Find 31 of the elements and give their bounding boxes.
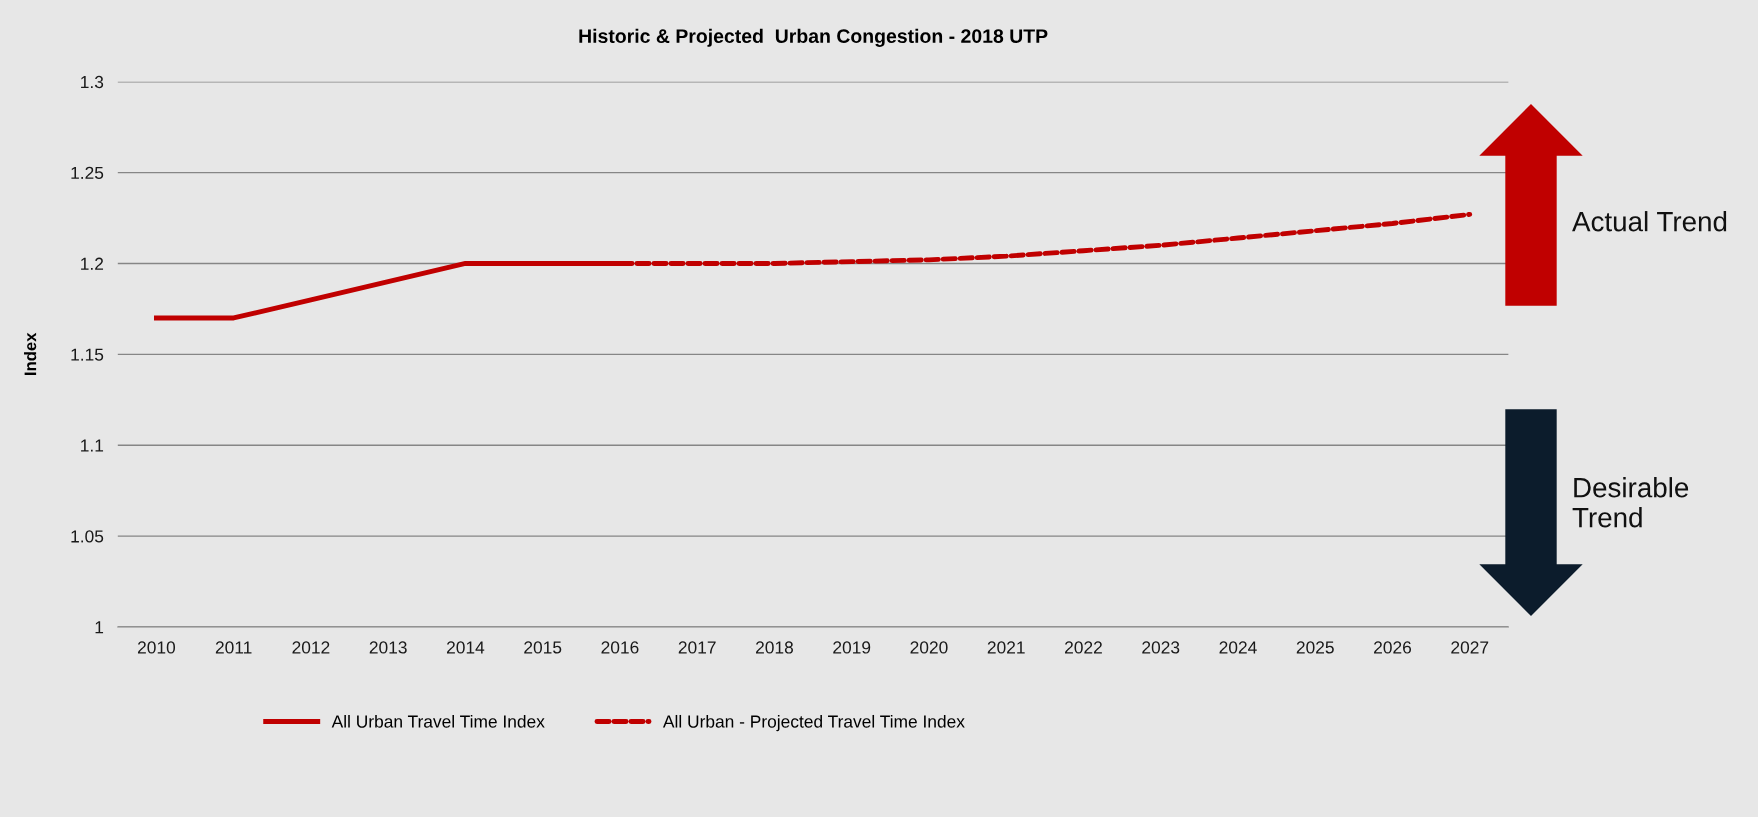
x-tick-label: 2012 (292, 641, 330, 654)
x-tick-label: 2026 (1374, 641, 1412, 654)
x-tick-label: 2010 (137, 641, 176, 654)
y-tick-label: 1.15 (71, 348, 104, 361)
x-tick-label: 2017 (678, 641, 716, 654)
y-tick-label: 1.25 (71, 166, 104, 180)
x-tick-label: 2024 (1219, 641, 1257, 654)
x-tick-label: 2021 (987, 641, 1025, 654)
x-tick-label: 2011 (215, 641, 252, 654)
y-tick-label: 1.2 (81, 257, 104, 270)
x-tick-label: 2027 (1451, 641, 1489, 654)
y-tick-label: 1.1 (81, 439, 104, 452)
y-axis-title: Index (24, 332, 37, 375)
x-tick-label: 2015 (524, 641, 562, 654)
x-tick-label: 2018 (756, 641, 794, 654)
x-tick-label: 2014 (447, 641, 485, 654)
text: Desirable Trend (1572, 477, 1689, 528)
chart-title: Historic & Projected Urban Congestion - 2018 UTP (579, 28, 1048, 47)
legend-label: All Urban - Projected Travel Time Index (662, 714, 965, 732)
x-tick-label: 2016 (601, 641, 639, 654)
x-tick-label: 2020 (910, 641, 948, 654)
x-tick-label: 2013 (369, 641, 407, 654)
y-tick-label: 1.05 (71, 530, 104, 543)
x-tick-label: 2019 (833, 641, 871, 654)
x-tick-label: 2025 (1296, 641, 1334, 654)
y-tick-label: 1 (95, 621, 104, 634)
legend-label: All Urban Travel Time Index (331, 714, 545, 728)
text: Actual Trend (1572, 211, 1727, 232)
y-tick-label: 1.3 (81, 75, 104, 89)
x-tick-label: 2023 (1142, 641, 1180, 654)
x-tick-label: 2022 (1065, 641, 1102, 654)
